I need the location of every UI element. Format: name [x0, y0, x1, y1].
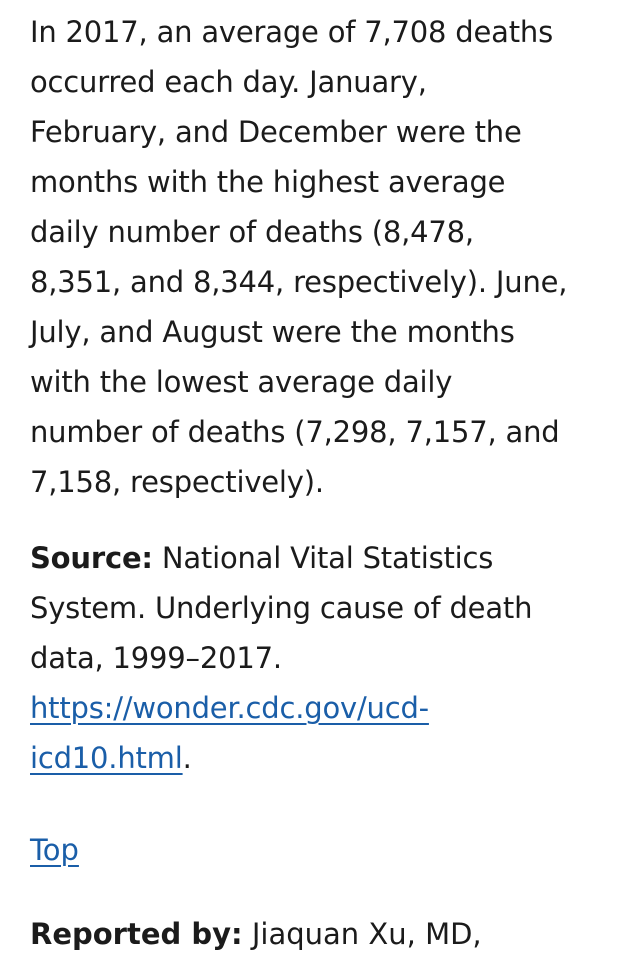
source-text: National Vital Statistics [161, 541, 494, 575]
summary-line: with the lowest average daily [30, 365, 453, 399]
source-url-link[interactable]: https://wonder.cdc.gov/ucd- [30, 691, 429, 725]
reported-by-text: Jiaquan Xu, MD, [251, 917, 482, 951]
source-url-period: . [182, 741, 192, 775]
source-url-link-continued[interactable]: icd10.html [30, 741, 183, 775]
top-link-container: Top [30, 825, 630, 875]
article-content: In 2017, an average of 7,708 deaths occu… [30, 7, 630, 959]
summary-line: occurred each day. January, [30, 65, 427, 99]
summary-line: July, and August were the months [30, 315, 515, 349]
reported-by-label: Reported by: [30, 917, 243, 951]
summary-line: In 2017, an average of 7,708 deaths [30, 15, 553, 49]
reported-by: Reported by: Jiaquan Xu, MD, [30, 909, 630, 959]
summary-line: 7,158, respectively). [30, 465, 324, 499]
source-label: Source: [30, 541, 153, 575]
summary-line: daily number of deaths (8,478, [30, 215, 474, 249]
summary-line: February, and December were the [30, 115, 522, 149]
summary-paragraph: In 2017, an average of 7,708 deaths occu… [30, 7, 630, 507]
source-url-line: icd10.html. [30, 733, 630, 783]
source-line: Source: National Vital Statistics [30, 533, 630, 583]
source-line: data, 1999–2017. [30, 641, 282, 675]
summary-line: months with the highest average [30, 165, 506, 199]
source-line: System. Underlying cause of death [30, 591, 533, 625]
summary-line: number of deaths (7,298, 7,157, and [30, 415, 560, 449]
top-link[interactable]: Top [30, 833, 79, 867]
source-paragraph: Source: National Vital Statistics System… [30, 533, 630, 783]
source-url-line: https://wonder.cdc.gov/ucd- [30, 683, 630, 733]
summary-line: 8,351, and 8,344, respectively). June, [30, 265, 568, 299]
